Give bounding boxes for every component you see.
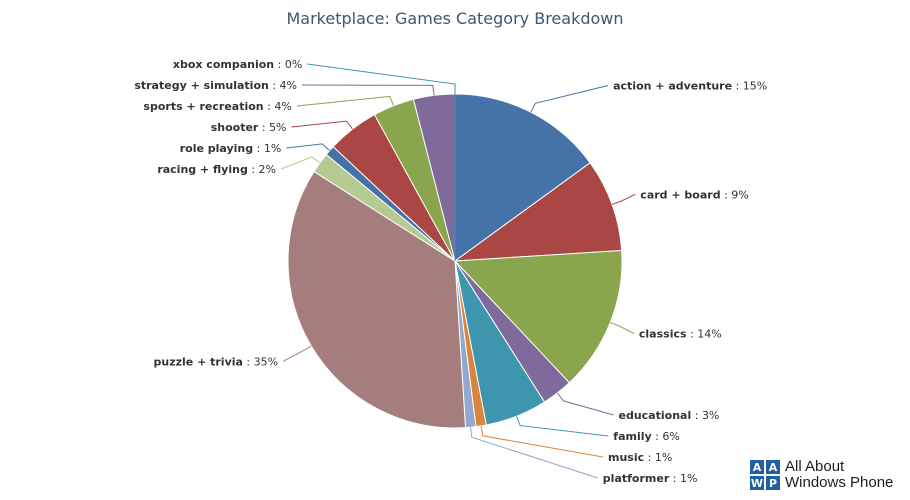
brand-logo: A A W P All About Windows Phone	[750, 459, 893, 491]
slice-label-action-adventure: action + adventure : 15%	[613, 80, 767, 93]
slice-label-value: 15%	[743, 80, 767, 93]
slice-label-value: 14%	[697, 328, 721, 341]
leader-line-racing-flying	[280, 156, 321, 170]
leader-line-sports-recreation	[296, 95, 394, 107]
slice-label-sep: :	[721, 188, 732, 201]
slice-label-value: 35%	[254, 355, 278, 368]
slice-label-sep: :	[687, 328, 698, 341]
slice-labels: action + adventure : 15% card + board : 9…	[134, 58, 767, 485]
slice-label-sep: :	[248, 163, 259, 176]
slice-label-name: platformer	[603, 472, 670, 485]
slice-label-platformer: platformer : 1%	[603, 472, 698, 485]
slice-label-strategy-simulation: strategy + simulation : 4%	[134, 79, 297, 92]
leader-line-action-adventure	[530, 85, 609, 113]
slice-label-name: card + board	[640, 188, 720, 201]
slice-label-value: 1%	[680, 472, 697, 485]
slice-label-classics: classics : 14%	[639, 328, 722, 341]
leader-line-xbox-companion	[307, 63, 456, 94]
slice-label-value: 1%	[264, 142, 281, 155]
pie-slice-action-adventure[interactable]	[454, 93, 591, 262]
slice-label-sports-recreation: sports + recreation : 4%	[143, 100, 291, 113]
slice-label-educational: educational : 3%	[619, 409, 720, 422]
slice-label-sep: :	[243, 355, 254, 368]
slice-label-sep: :	[264, 100, 275, 113]
leader-line-music	[480, 425, 604, 458]
logo-letter: A	[750, 460, 764, 474]
slice-label-music: music : 1%	[608, 451, 672, 464]
chart-title: Marketplace: Games Category Breakdown	[286, 9, 623, 28]
slice-label-sep: :	[258, 121, 269, 134]
slice-label-name: shooter	[211, 121, 259, 134]
leader-lines	[280, 63, 636, 479]
slice-label-shooter: shooter : 5%	[211, 121, 287, 134]
slice-label-sep: :	[652, 430, 663, 443]
leader-line-platformer	[470, 427, 598, 479]
leader-line-educational	[557, 392, 614, 416]
slice-label-sep: :	[274, 58, 285, 71]
slice-label-value: 6%	[662, 430, 679, 443]
slice-label-family: family : 6%	[613, 430, 680, 443]
slice-label-name: sports + recreation	[143, 100, 263, 113]
pie-slices	[287, 93, 623, 429]
slice-label-name: puzzle + trivia	[154, 355, 243, 368]
slice-label-name: action + adventure	[613, 80, 732, 93]
slice-label-sep: :	[253, 142, 264, 155]
slice-label-value: 4%	[280, 79, 297, 92]
leader-line-strategy-simulation	[301, 84, 435, 96]
slice-label-name: role playing	[180, 142, 253, 155]
slice-label-racing-flying: racing + flying : 2%	[157, 163, 276, 176]
leader-line-puzzle-trivia	[282, 345, 312, 362]
slice-label-value: 1%	[655, 451, 672, 464]
leader-line-classics	[610, 322, 635, 334]
slice-label-puzzle-trivia: puzzle + trivia : 35%	[154, 355, 279, 368]
leader-line-card-board	[611, 193, 636, 205]
slice-label-role-playing: role playing : 1%	[180, 142, 282, 155]
slice-label-xbox-companion: xbox companion : 0%	[173, 58, 302, 71]
logo-letter: P	[766, 476, 780, 490]
slice-label-name: educational	[619, 409, 692, 422]
logo-letter: A	[766, 460, 780, 474]
slice-label-sep: :	[269, 79, 280, 92]
brand-name: All About Windows Phone	[785, 459, 893, 491]
slice-label-name: xbox companion	[173, 58, 274, 71]
pie-slice-card-board[interactable]	[453, 162, 623, 262]
slice-label-sep: :	[644, 451, 655, 464]
slice-label-value: 9%	[731, 188, 748, 201]
brand-line-2: Windows Phone	[785, 474, 894, 491]
slice-label-value: 0%	[285, 58, 302, 71]
leader-line-shooter	[291, 120, 353, 130]
slice-label-name: family	[613, 430, 651, 443]
pie-slice-classics[interactable]	[453, 249, 623, 384]
slice-label-sep: :	[669, 472, 680, 485]
slice-label-sep: :	[732, 80, 743, 93]
slice-label-value: 5%	[269, 121, 286, 134]
slice-label-name: classics	[639, 328, 687, 341]
slice-label-value: 3%	[702, 409, 719, 422]
brand-line-1: All About	[785, 458, 845, 475]
slice-label-value: 2%	[259, 163, 276, 176]
slice-label-name: music	[608, 451, 644, 464]
slice-label-name: racing + flying	[157, 163, 248, 176]
slice-label-name: strategy + simulation	[134, 79, 269, 92]
leader-line-role-playing	[286, 143, 331, 151]
slice-label-value: 4%	[274, 100, 291, 113]
aawp-icon: A A W P	[750, 460, 780, 490]
slice-label-sep: :	[691, 409, 702, 422]
leader-line-family	[516, 416, 609, 437]
pie-slice-puzzle-trivia[interactable]	[287, 170, 467, 429]
slice-label-card-board: card + board : 9%	[640, 188, 748, 201]
logo-letter: W	[750, 476, 764, 490]
